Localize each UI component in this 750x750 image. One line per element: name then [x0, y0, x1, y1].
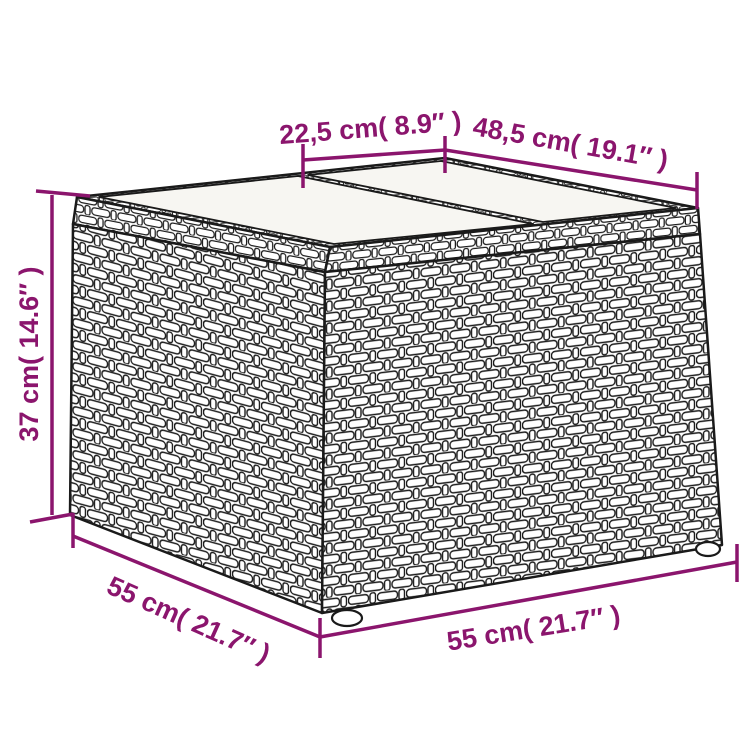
dim-label-height: 37 cm( 14.6″ )	[14, 266, 44, 441]
dimension-line-top-edge-depth	[444, 148, 698, 192]
table-illustration	[68, 156, 724, 628]
dimension-line-base-width	[319, 560, 738, 639]
dimension-annotations	[29, 136, 739, 658]
dimension-tick-height-bottom	[29, 512, 74, 524]
dim-label-top-panel-width: 22,5 cm( 8.9″ )	[278, 106, 462, 150]
table-side-right	[320, 232, 724, 615]
glass-panel-right	[307, 160, 677, 223]
dim-label-top-edge-depth: 48,5 cm( 19.1″ )	[471, 111, 671, 175]
dimension-line-base-depth	[72, 534, 321, 639]
table-foot-right	[694, 540, 722, 558]
table-foot-front	[330, 608, 364, 628]
table-side-left	[68, 222, 327, 615]
dimension-tick-height-top	[35, 189, 91, 198]
glass-panel-left	[98, 175, 534, 245]
dimension-line-top-panel-width	[302, 148, 446, 162]
